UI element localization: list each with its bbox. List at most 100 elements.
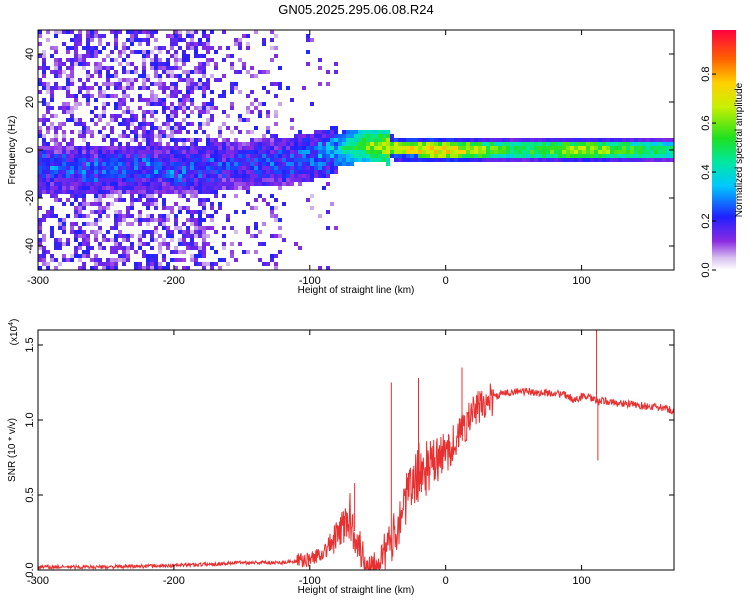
heatmap-cell <box>150 98 154 102</box>
heatmap-cell <box>582 158 586 162</box>
heatmap-cell <box>118 166 122 170</box>
heatmap-cell <box>106 78 110 82</box>
heatmap-cell <box>178 130 182 134</box>
heatmap-cell <box>38 206 42 210</box>
heatmap-cell <box>146 186 150 190</box>
heatmap-cell <box>462 150 466 154</box>
heatmap-cell <box>326 134 330 138</box>
heatmap-cell <box>266 166 270 170</box>
heatmap-cell <box>178 190 182 194</box>
heatmap-cell <box>406 158 410 162</box>
heatmap-cell <box>158 50 162 54</box>
heatmap-cell <box>142 194 146 198</box>
heatmap-cell <box>42 234 46 238</box>
heatmap-cell <box>150 202 154 206</box>
heatmap-cell <box>178 210 182 214</box>
chart-title: GN05.2025.295.06.08.R24 <box>278 2 433 17</box>
heatmap-cell <box>182 222 186 226</box>
heatmap-cell <box>566 146 570 150</box>
heatmap-cell <box>62 174 66 178</box>
heatmap-cell <box>242 166 246 170</box>
heatmap-cell <box>274 178 278 182</box>
heatmap-cell <box>418 138 422 142</box>
heatmap-cell <box>158 234 162 238</box>
heatmap-cell <box>142 74 146 78</box>
heatmap-cell <box>238 162 242 166</box>
heatmap-cell <box>114 158 118 162</box>
heatmap-cell <box>130 114 134 118</box>
heatmap-cell <box>190 174 194 178</box>
heatmap-cell <box>270 38 274 42</box>
heatmap-cell <box>62 154 66 158</box>
heatmap-cell <box>206 138 210 142</box>
heatmap-cell <box>302 158 306 162</box>
heatmap-cell <box>262 182 266 186</box>
heatmap-cell <box>130 162 134 166</box>
heatmap-cell <box>154 182 158 186</box>
heatmap-cell <box>98 66 102 70</box>
heatmap-cell <box>50 258 54 262</box>
heatmap-cell <box>138 150 142 154</box>
heatmap-cell <box>250 110 254 114</box>
heatmap-cell <box>358 142 362 146</box>
heatmap-cell <box>90 34 94 38</box>
heatmap-cell <box>102 134 106 138</box>
heatmap-cell <box>182 58 186 62</box>
heatmap-cell <box>186 130 190 134</box>
heatmap-cell <box>162 150 166 154</box>
heatmap-cell <box>250 74 254 78</box>
heatmap-cell <box>58 158 62 162</box>
heatmap-cell <box>326 226 330 230</box>
heatmap-cell <box>278 182 282 186</box>
heatmap-cell <box>102 106 106 110</box>
heatmap-cell <box>390 142 394 146</box>
heatmap-cell <box>262 38 266 42</box>
heatmap-cell <box>242 178 246 182</box>
heatmap-cell <box>154 46 158 50</box>
heatmap-cell <box>50 194 54 198</box>
heatmap-cell <box>150 126 154 130</box>
heatmap-cell <box>434 146 438 150</box>
heatmap-cell <box>194 82 198 86</box>
heatmap-cell <box>182 102 186 106</box>
heatmap-cell <box>142 86 146 90</box>
heatmap-cell <box>238 58 242 62</box>
heatmap-cell <box>138 154 142 158</box>
heatmap-cell <box>230 166 234 170</box>
heatmap-cell <box>154 190 158 194</box>
heatmap-cell <box>350 146 354 150</box>
heatmap-cell <box>146 30 150 34</box>
heatmap-cell <box>178 186 182 190</box>
heatmap-cell <box>170 186 174 190</box>
heatmap-cell <box>162 202 166 206</box>
heatmap-cell <box>290 150 294 154</box>
heatmap-cell <box>106 194 110 198</box>
heatmap-cell <box>326 166 330 170</box>
heatmap-cell <box>174 178 178 182</box>
heatmap-cell <box>198 230 202 234</box>
heatmap-cell <box>194 106 198 110</box>
heatmap-cell <box>206 42 210 46</box>
heatmap-cell <box>174 158 178 162</box>
heatmap-cell <box>154 66 158 70</box>
heatmap-cell <box>426 154 430 158</box>
heatmap-cell <box>106 146 110 150</box>
heatmap-cell <box>54 130 58 134</box>
heatmap-cell <box>50 254 54 258</box>
heatmap-cell <box>234 70 238 74</box>
heatmap-cell <box>666 150 670 154</box>
heatmap-cell <box>166 266 170 270</box>
heatmap-cell <box>182 266 186 270</box>
x-tick-label: -100 <box>299 575 321 587</box>
heatmap-cell <box>214 178 218 182</box>
heatmap-cell <box>202 130 206 134</box>
spectrogram-ylabel: Frequency (Hz) <box>7 116 18 185</box>
heatmap-cell <box>42 154 46 158</box>
heatmap-cell <box>70 158 74 162</box>
heatmap-cell <box>498 150 502 154</box>
heatmap-cell <box>214 174 218 178</box>
heatmap-cell <box>534 150 538 154</box>
heatmap-cell <box>562 158 566 162</box>
heatmap-cell <box>526 154 530 158</box>
heatmap-cell <box>218 146 222 150</box>
